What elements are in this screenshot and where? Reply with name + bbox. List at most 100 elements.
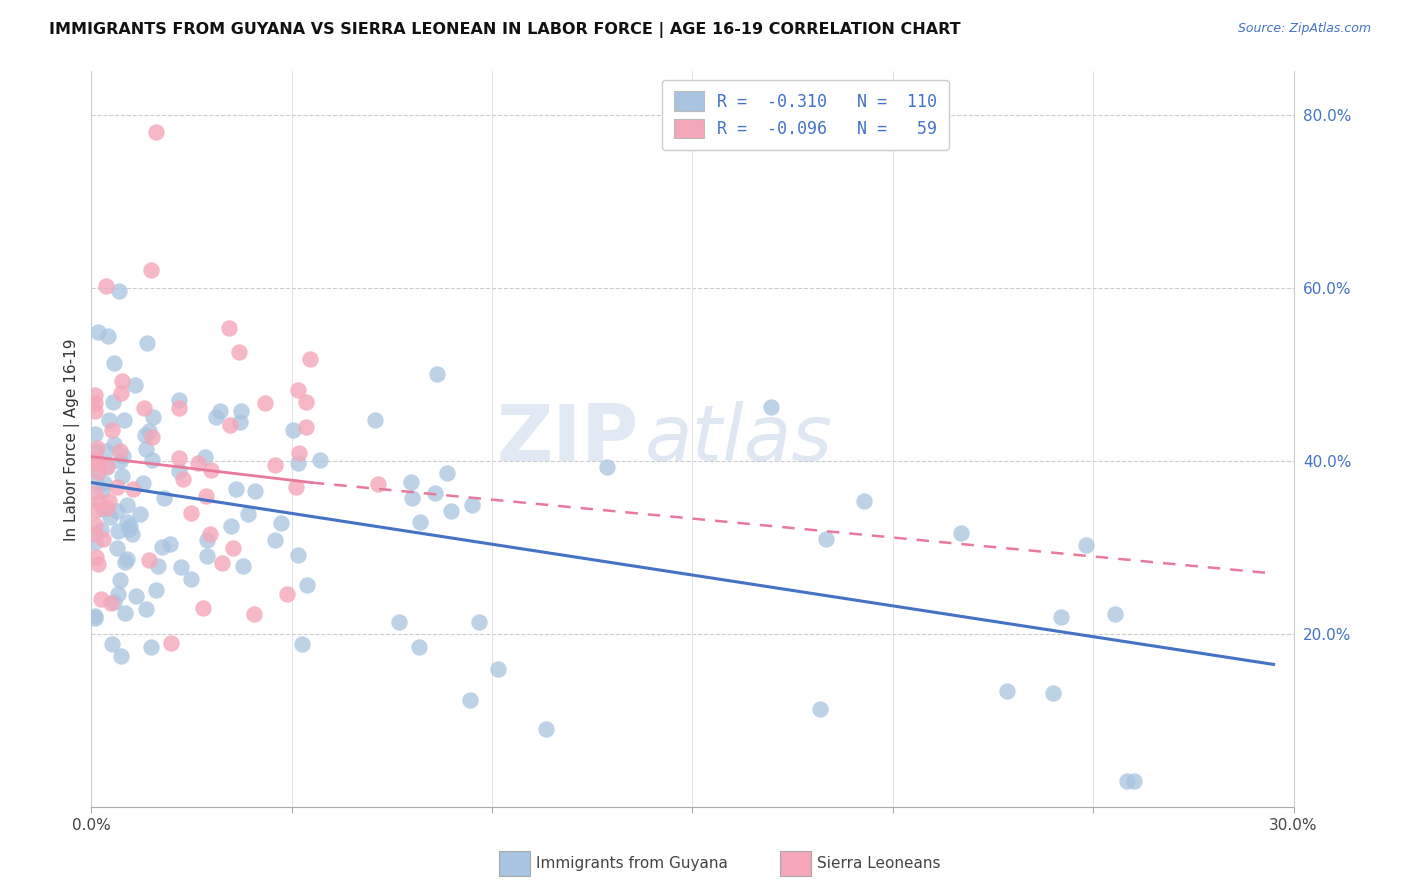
Point xyxy=(110,454,132,468)
Point xyxy=(194,450,217,464)
Point xyxy=(200,463,222,477)
Point xyxy=(173,472,195,486)
Point xyxy=(132,475,155,490)
Point xyxy=(108,284,131,298)
Point xyxy=(1122,774,1144,789)
Point xyxy=(270,516,292,530)
Point xyxy=(84,443,107,458)
Point xyxy=(142,409,165,424)
Point xyxy=(468,615,491,629)
Point xyxy=(96,500,118,515)
Point xyxy=(285,480,308,494)
Point xyxy=(84,611,107,625)
Legend: R =  -0.310   N =  110, R =  -0.096   N =   59: R = -0.310 N = 110, R = -0.096 N = 59 xyxy=(662,79,949,150)
Point xyxy=(98,509,121,524)
Point xyxy=(101,637,124,651)
Point xyxy=(84,455,107,469)
Point xyxy=(121,527,143,541)
Point xyxy=(218,418,240,433)
Point xyxy=(242,607,264,621)
Point xyxy=(103,595,125,609)
Point xyxy=(91,483,114,498)
Point xyxy=(100,596,122,610)
Point xyxy=(114,606,136,620)
Point xyxy=(409,515,432,529)
Point xyxy=(232,558,254,573)
Point xyxy=(105,504,128,518)
Point xyxy=(167,450,190,465)
Point xyxy=(87,465,110,479)
Point xyxy=(167,464,190,478)
Point xyxy=(423,486,446,500)
Point xyxy=(84,526,107,541)
Point xyxy=(191,600,214,615)
Point xyxy=(128,507,150,521)
Point xyxy=(401,491,423,505)
Point xyxy=(198,527,221,541)
Point xyxy=(124,377,146,392)
Point xyxy=(145,125,167,139)
Point xyxy=(87,326,110,340)
Point xyxy=(135,602,157,616)
Point xyxy=(96,459,118,474)
Point xyxy=(245,483,267,498)
Point xyxy=(388,615,411,629)
Point xyxy=(94,278,117,293)
Point xyxy=(90,523,112,537)
Point xyxy=(167,392,190,407)
Point xyxy=(124,589,146,603)
Point xyxy=(436,466,458,480)
Point xyxy=(84,475,107,489)
Point xyxy=(117,522,139,536)
Point xyxy=(264,533,287,547)
Point xyxy=(103,395,125,409)
Point xyxy=(486,662,509,676)
Point xyxy=(291,637,314,651)
Point xyxy=(91,502,114,516)
Point xyxy=(287,383,309,397)
Point xyxy=(84,534,107,549)
Point xyxy=(153,491,176,506)
Point xyxy=(408,640,430,654)
Point xyxy=(995,684,1018,698)
Point xyxy=(87,557,110,571)
Point xyxy=(84,451,107,466)
Point xyxy=(534,722,557,736)
Point xyxy=(180,506,202,520)
Point xyxy=(229,403,252,417)
Point xyxy=(110,574,132,588)
Point xyxy=(108,444,131,458)
Point xyxy=(170,559,193,574)
Point xyxy=(221,541,243,556)
Point xyxy=(1050,609,1073,624)
Point xyxy=(84,518,107,533)
Point xyxy=(91,532,114,546)
Point xyxy=(949,525,972,540)
Point xyxy=(205,409,228,424)
Point xyxy=(810,702,832,716)
Point xyxy=(159,636,181,650)
Point xyxy=(299,352,322,367)
Point xyxy=(93,475,115,490)
Point xyxy=(98,494,121,508)
Point xyxy=(86,549,108,564)
Point xyxy=(146,558,169,573)
Point xyxy=(86,441,108,455)
Point xyxy=(134,428,156,442)
Point xyxy=(211,557,233,571)
Point xyxy=(440,504,463,518)
Point xyxy=(150,540,173,554)
Point xyxy=(458,693,481,707)
Point xyxy=(295,420,318,434)
Point xyxy=(84,403,107,417)
Point xyxy=(1076,538,1098,552)
Point xyxy=(105,480,128,494)
Point xyxy=(209,403,232,417)
Point xyxy=(294,395,316,409)
Point xyxy=(1116,774,1139,789)
Point xyxy=(139,262,162,277)
Point xyxy=(141,430,163,444)
Point xyxy=(596,459,619,474)
Point xyxy=(138,552,160,566)
Point xyxy=(225,482,247,496)
